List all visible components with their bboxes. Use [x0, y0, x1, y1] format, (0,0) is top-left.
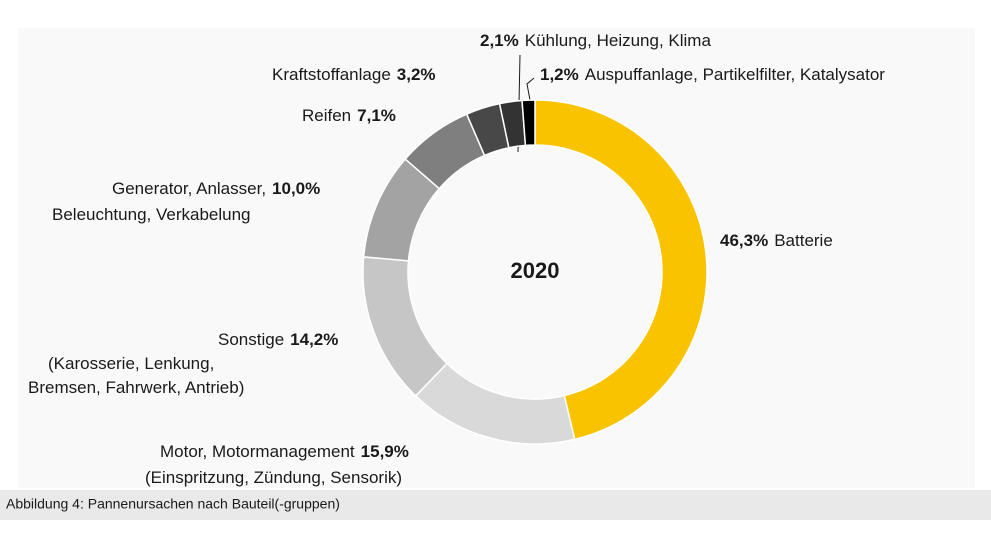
value-label: 3,2%: [397, 65, 436, 84]
value-label: 10,0%: [272, 179, 320, 198]
value-label: 7,1%: [357, 106, 396, 125]
category-label: (Karosserie, Lenkung,: [48, 354, 214, 373]
category-label: Kühlung, Heizung, Klima: [525, 31, 712, 50]
slice-label: Bremsen, Fahrwerk, Antrieb): [28, 378, 244, 397]
slice-label: 46,3% Batterie: [720, 231, 833, 250]
value-label: 1,2%: [540, 65, 579, 84]
caption: Abbildung 4: Pannenursachen nach Bauteil…: [6, 496, 340, 512]
category-label: Generator, Anlasser,: [112, 179, 266, 198]
value-label: 46,3%: [720, 231, 768, 250]
slice-label: Beleuchtung, Verkabelung: [52, 205, 251, 224]
donut-slice: [534, 99, 708, 441]
slice-label: Generator, Anlasser, 10,0%: [112, 179, 320, 198]
category-label: Kraftstoffanlage: [272, 65, 391, 84]
slice-label: Motor, Motormanagement 15,9%: [160, 442, 409, 461]
category-label: Beleuchtung, Verkabelung: [52, 205, 251, 224]
category-label: (Einspritzung, Zündung, Sensorik): [145, 468, 402, 487]
category-label: Bremsen, Fahrwerk, Antrieb): [28, 378, 244, 397]
category-label: Sonstige: [218, 330, 284, 349]
category-label: Batterie: [774, 231, 833, 250]
slice-label: (Einspritzung, Zündung, Sensorik): [145, 468, 402, 487]
caption-bar: [0, 490, 991, 520]
category-label: Auspuffanlage, Partikelfilter, Katalysat…: [585, 65, 886, 84]
slice-label: 2,1% Kühlung, Heizung, Klima: [480, 31, 711, 50]
slice-label: (Karosserie, Lenkung,: [48, 354, 214, 373]
category-label: Motor, Motormanagement: [160, 442, 355, 461]
value-label: 15,9%: [361, 442, 409, 461]
value-label: 2,1%: [480, 31, 519, 50]
value-label: 14,2%: [290, 330, 338, 349]
slice-label: Kraftstoffanlage 3,2%: [272, 65, 436, 84]
slice-label: 1,2% Auspuffanlage, Partikelfilter, Katal…: [540, 65, 885, 84]
center-label: 2020: [511, 258, 560, 283]
leader-line: [526, 77, 535, 101]
donut-slice: [521, 99, 536, 147]
slice-label: Reifen 7,1%: [302, 106, 396, 125]
category-label: Reifen: [302, 106, 351, 125]
slice-label: Sonstige 14,2%: [218, 330, 338, 349]
